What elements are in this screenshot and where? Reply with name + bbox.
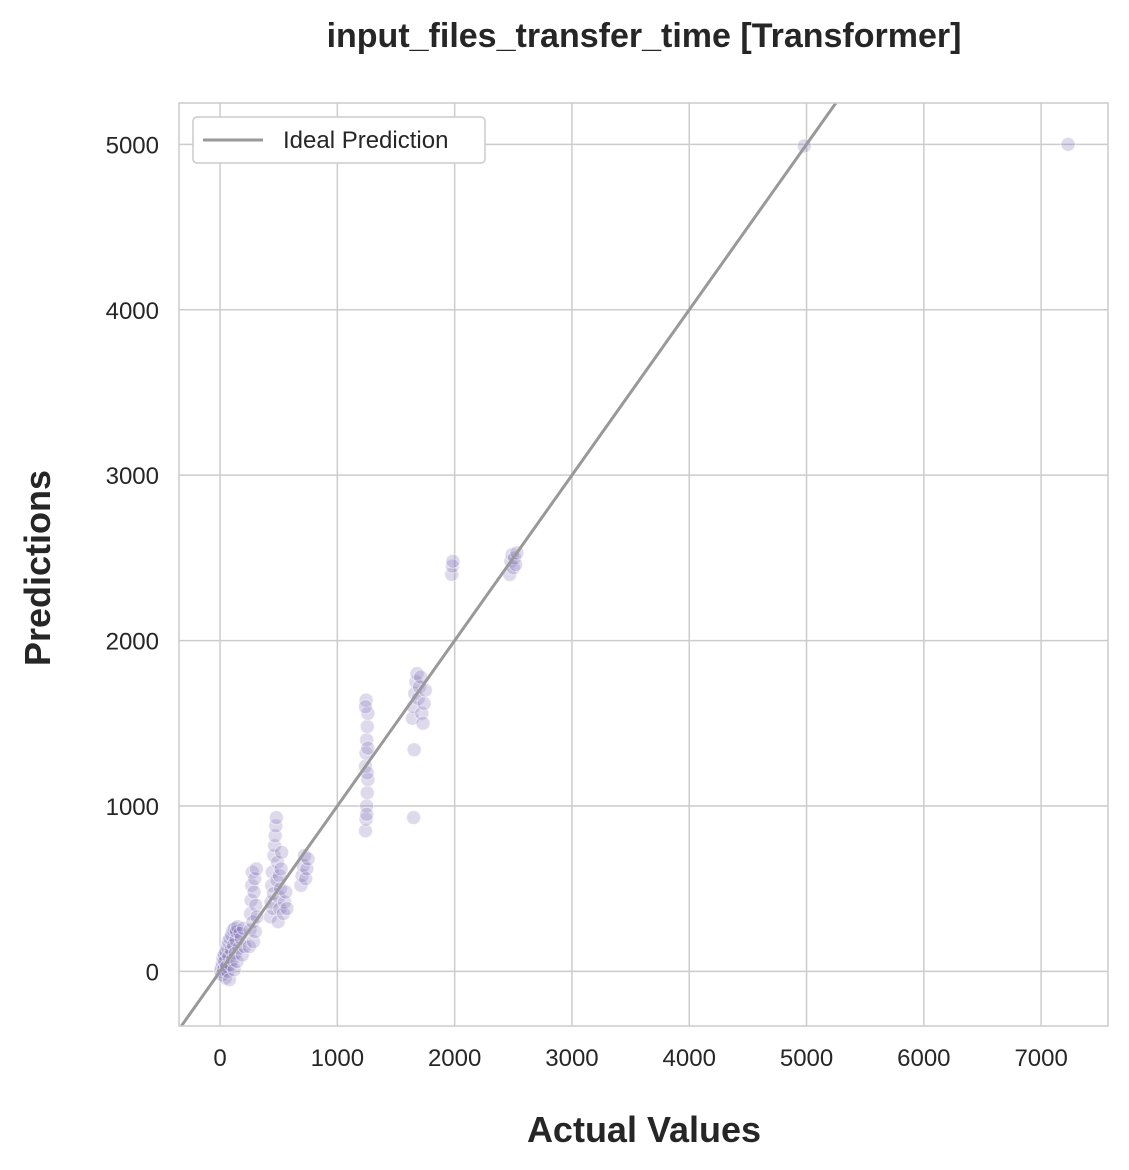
data-points	[213, 136, 1076, 988]
chart-title: input_files_transfer_time [Transformer]	[327, 17, 962, 55]
x-tick-label: 2000	[428, 1045, 481, 1072]
data-point	[406, 810, 422, 826]
data-point	[358, 823, 374, 839]
data-point	[274, 844, 290, 860]
y-tick-label: 0	[146, 959, 159, 986]
legend-box	[192, 116, 486, 164]
data-point	[248, 861, 264, 877]
y-tick-label: 2000	[106, 629, 159, 656]
plot-background	[179, 103, 1108, 1026]
data-point	[444, 558, 460, 574]
y-tick-label: 5000	[106, 132, 159, 159]
data-point	[246, 884, 262, 900]
data-point	[1060, 136, 1076, 152]
x-tick-label: 6000	[897, 1045, 950, 1072]
tick-labels: 0 1000 2000 3000 4000 5000 6000 7000 0 1000 2000 30…	[106, 132, 1068, 1072]
data-point	[248, 897, 264, 913]
data-point	[358, 811, 374, 827]
data-point	[416, 695, 432, 711]
grid-lines	[179, 103, 1108, 1026]
data-point	[268, 810, 284, 826]
data-point	[359, 785, 375, 801]
x-tick-label: 7000	[1014, 1045, 1067, 1072]
y-tick-label: 3000	[106, 463, 159, 490]
x-axis-label: Actual Values	[527, 1109, 761, 1150]
x-tick-label: 3000	[545, 1045, 598, 1072]
y-tick-label: 1000	[106, 794, 159, 821]
data-point	[241, 939, 257, 955]
y-axis-label: Predictions	[17, 470, 58, 666]
plot-frame	[178, 102, 1109, 1027]
x-tick-label: 4000	[663, 1045, 716, 1072]
data-point	[226, 962, 242, 978]
x-tick-label: 0	[213, 1045, 226, 1072]
data-point	[359, 798, 375, 814]
data-point	[273, 861, 289, 877]
data-point	[444, 566, 460, 582]
legend: Ideal Prediction	[192, 116, 486, 164]
data-point	[415, 715, 431, 731]
data-point	[278, 884, 294, 900]
data-point	[360, 740, 376, 756]
x-tick-label: 5000	[780, 1045, 833, 1072]
legend-label-ideal-prediction: Ideal Prediction	[283, 127, 448, 154]
data-point	[445, 553, 461, 569]
data-point	[406, 742, 422, 758]
data-point	[359, 719, 375, 735]
data-point	[268, 818, 284, 834]
data-point	[270, 914, 286, 930]
data-point	[358, 699, 374, 715]
data-point	[359, 806, 375, 822]
y-tick-label: 4000	[106, 298, 159, 325]
ideal-prediction-line	[179, 103, 838, 1026]
data-point	[279, 901, 295, 917]
x-tick-label: 1000	[311, 1045, 364, 1072]
